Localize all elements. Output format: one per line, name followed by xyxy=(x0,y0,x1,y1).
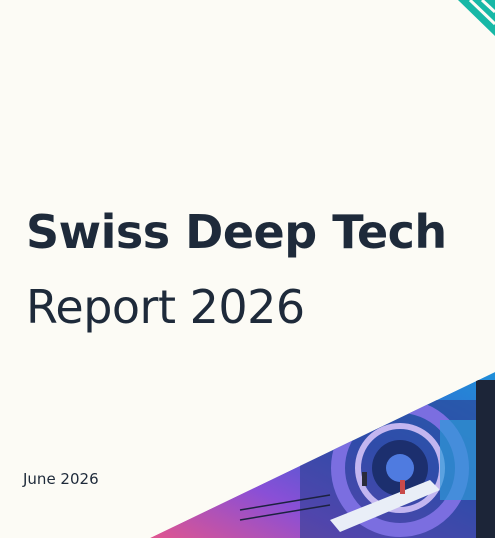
title-line: Report 2026 xyxy=(26,280,305,334)
corner-stripe-gap xyxy=(468,0,495,26)
title-line: Swiss Deep Tech xyxy=(26,205,447,259)
report-date: June 2026 xyxy=(23,470,99,488)
corner-stripe xyxy=(458,0,495,36)
illustration xyxy=(150,372,495,538)
corner-stripe-gap xyxy=(480,0,495,14)
